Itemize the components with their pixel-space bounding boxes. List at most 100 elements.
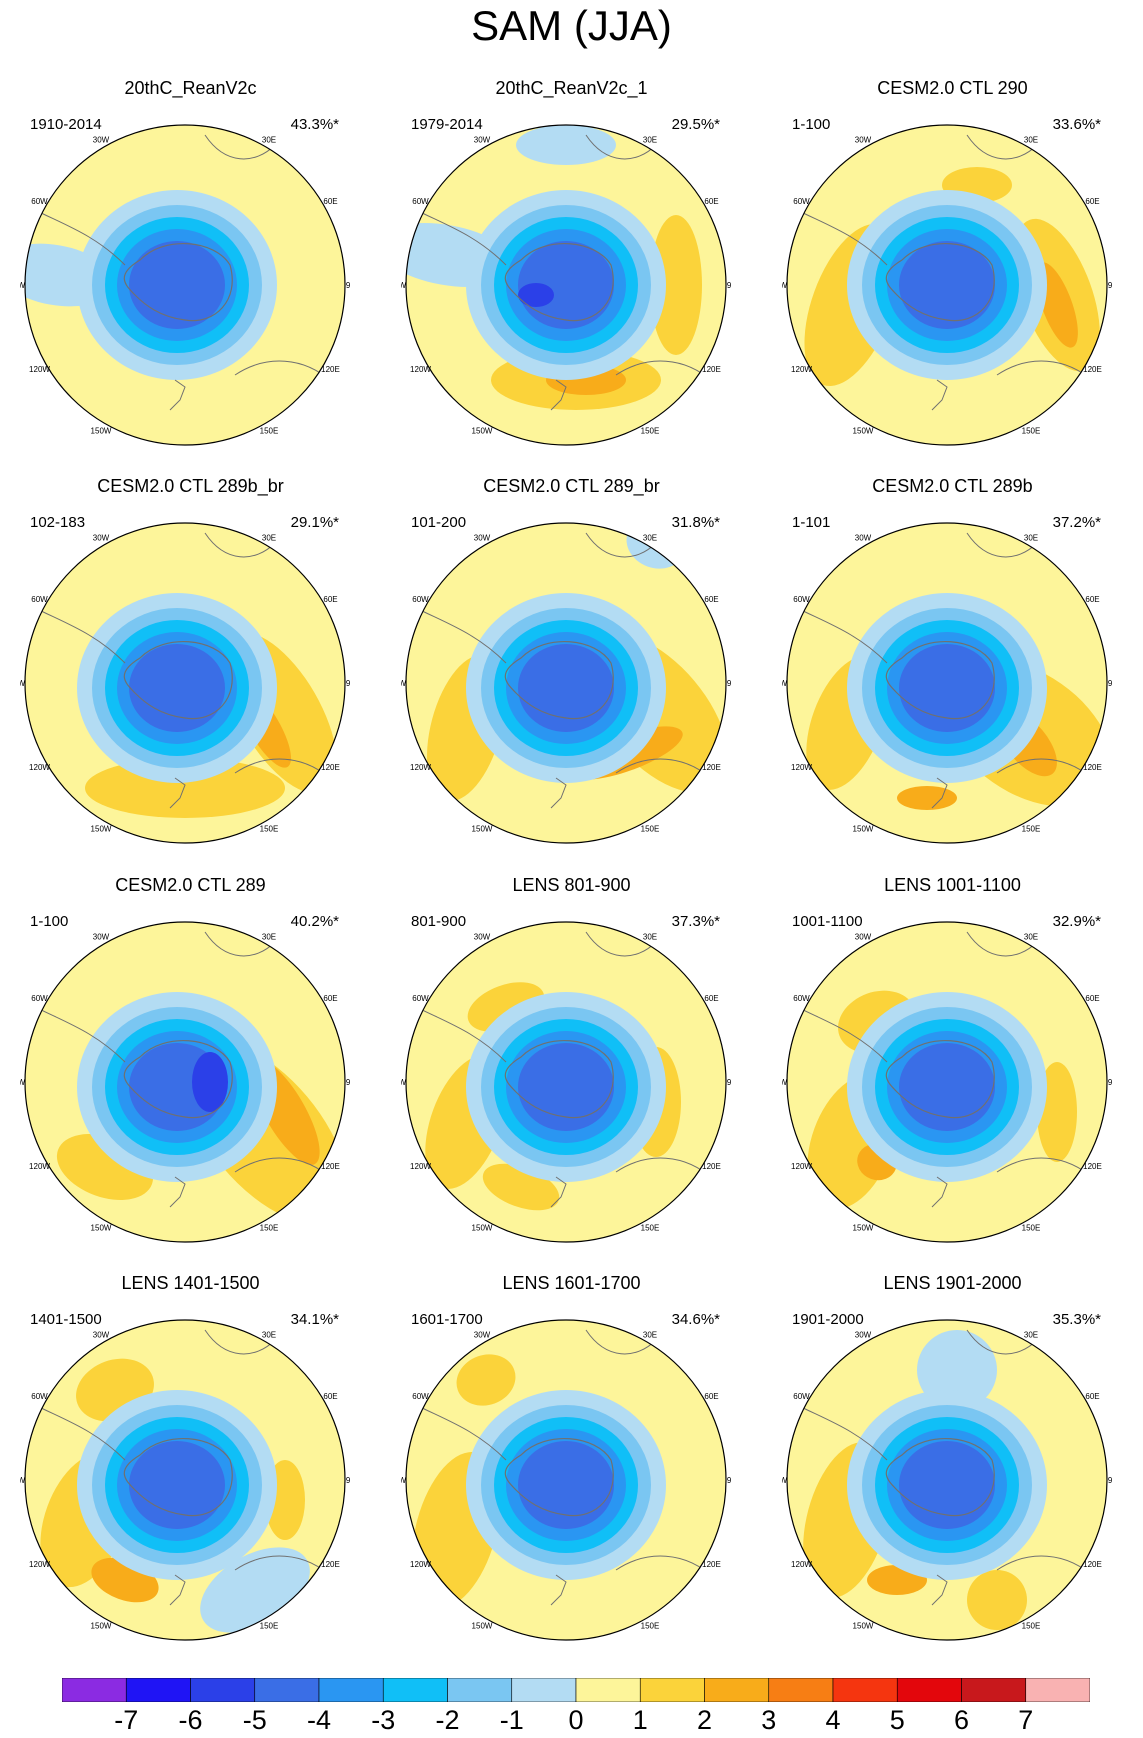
south-america-outline xyxy=(415,209,507,266)
longitude-label: 180 xyxy=(559,1644,573,1645)
africa-outline xyxy=(966,134,1038,160)
longitude-label: 150E xyxy=(641,1621,660,1630)
colorbar-swatch xyxy=(575,1678,641,1702)
longitude-label: 30E xyxy=(262,933,276,942)
south-america-outline xyxy=(34,1404,126,1461)
map-panel: LENS 1601-1700 1601-1700 34.6%* 0 30E 60E 90E 1… xyxy=(381,1195,762,1645)
longitude-label: 30E xyxy=(1024,1331,1038,1340)
longitude-label: 30W xyxy=(474,933,491,942)
new-zealand-outline xyxy=(169,1574,186,1606)
longitude-label: 0 xyxy=(945,120,950,122)
map-panel: CESM2.0 CTL 289_br 101-200 31.8%* 0 30E 60E 90… xyxy=(381,398,762,848)
new-zealand-outline xyxy=(169,777,186,809)
south-america-outline xyxy=(796,607,888,664)
colorbar-tick-label: 6 xyxy=(953,1705,970,1735)
panel-years: 1901-2000 xyxy=(792,1311,864,1328)
longitude-label: 30W xyxy=(855,933,872,942)
panel-variance: 40.2%* xyxy=(290,913,339,930)
africa-outline xyxy=(585,532,657,558)
new-zealand-outline xyxy=(169,379,186,411)
map-border xyxy=(405,124,727,446)
longitude-label: 120W xyxy=(410,1162,431,1171)
longitude-label: 30W xyxy=(474,534,491,543)
longitude-label: 150W xyxy=(91,1223,112,1232)
longitude-label: 60W xyxy=(793,994,810,1003)
positive-anomaly xyxy=(456,1354,516,1406)
longitude-label: 0 xyxy=(564,120,569,122)
panel-variance: 37.3%* xyxy=(671,913,720,930)
longitude-label: 90W xyxy=(782,1078,788,1087)
polar-map: 0 30E 60E 90E 120E 150E 180 150W 120W 90W 60W 30W xyxy=(401,917,731,1247)
antarctica-outline xyxy=(885,242,995,322)
longitude-label: 60E xyxy=(704,1392,718,1401)
south-america-outline xyxy=(796,1404,888,1461)
longitude-label: 90E xyxy=(727,679,731,688)
polar-map: 0 30E 60E 90E 120E 150E 180 150W 120W 90W 60W 30W xyxy=(782,1315,1112,1645)
colorbar-swatch xyxy=(704,1678,770,1702)
longitude-label: 150E xyxy=(1022,426,1041,435)
longitude-label: 90W xyxy=(20,1078,26,1087)
longitude-label: 0 xyxy=(945,1315,950,1317)
africa-outline xyxy=(966,931,1038,957)
polar-map: 0 30E 60E 90E 120E 150E 180 150W 120W 90W 60W 30W xyxy=(20,518,350,848)
map-panel: CESM2.0 CTL 289b 1-101 37.2%* 0 30E 60E 90E 120… xyxy=(762,398,1143,848)
longitude-label: 0 xyxy=(183,1315,188,1317)
panel-variance: 43.3%* xyxy=(290,116,339,133)
longitude-label: 30W xyxy=(93,933,110,942)
colorbar-tick-label: 7 xyxy=(1018,1705,1034,1735)
longitude-label: 60E xyxy=(704,595,718,604)
antarctica-outline xyxy=(885,640,995,720)
map-border xyxy=(24,1319,346,1641)
longitude-label: 150W xyxy=(472,426,493,435)
south-america-outline xyxy=(796,1006,888,1063)
map-border xyxy=(786,522,1108,844)
longitude-label: 150W xyxy=(472,1223,493,1232)
longitude-label: 180 xyxy=(559,1246,573,1247)
map-border xyxy=(24,124,346,446)
longitude-label: 60W xyxy=(793,197,810,206)
negative-anomaly xyxy=(192,1052,228,1112)
longitude-label: 120E xyxy=(1083,1560,1102,1569)
longitude-label: 150E xyxy=(641,426,660,435)
colorbar-swatch xyxy=(896,1678,962,1702)
longitude-label: 60E xyxy=(1085,994,1099,1003)
panel-variance: 34.1%* xyxy=(290,1311,339,1328)
longitude-label: 90W xyxy=(782,1476,788,1485)
longitude-label: 120W xyxy=(29,1162,50,1171)
map-panel: LENS 801-900 801-900 37.3%* 0 30E 60E 90E 120E 1… xyxy=(381,797,762,1247)
longitude-label: 180 xyxy=(940,449,954,450)
negative-anomaly xyxy=(518,1043,614,1131)
new-zealand-outline xyxy=(931,1176,948,1208)
longitude-label: 90E xyxy=(1108,679,1112,688)
polar-map: 0 30E 60E 90E 120E 150E 180 150W 120W 90W 60W 30W xyxy=(20,120,350,450)
longitude-label: 150E xyxy=(260,1621,279,1630)
south-america-outline xyxy=(415,607,507,664)
colorbar-tick-label: -4 xyxy=(306,1705,332,1735)
longitude-label: 180 xyxy=(940,847,954,848)
longitude-label: 120W xyxy=(410,1560,431,1569)
negative-anomaly xyxy=(129,644,225,732)
negative-anomaly xyxy=(899,241,995,329)
south-america-outline xyxy=(34,607,126,664)
longitude-label: 60W xyxy=(412,595,429,604)
longitude-label: 150E xyxy=(641,824,660,833)
panel-variance: 29.5%* xyxy=(671,116,720,133)
longitude-label: 90E xyxy=(1108,281,1112,290)
africa-outline xyxy=(966,532,1038,558)
panel-title: 20thC_ReanV2c xyxy=(124,78,257,98)
panel-years: 1401-1500 xyxy=(30,1311,102,1328)
longitude-label: 30W xyxy=(474,136,491,145)
colorbar-tick-label: 4 xyxy=(825,1705,841,1735)
panel-variance: 32.9%* xyxy=(1052,913,1101,930)
longitude-label: 0 xyxy=(564,917,569,919)
polar-map: 0 30E 60E 90E 120E 150E 180 150W 120W 90W 60W 30W xyxy=(401,1315,731,1645)
colorbar-tick-label: 1 xyxy=(632,1705,648,1735)
new-zealand-outline xyxy=(931,379,948,411)
longitude-label: 90W xyxy=(782,281,788,290)
panel-years: 1-100 xyxy=(792,116,831,133)
longitude-label: 0 xyxy=(564,518,569,520)
longitude-label: 30W xyxy=(855,1331,872,1340)
longitude-label: 0 xyxy=(945,518,950,520)
map-panel: LENS 1001-1100 1001-1100 32.9%* 0 30E 60E 90E 1… xyxy=(762,797,1143,1247)
longitude-label: 30W xyxy=(855,534,872,543)
